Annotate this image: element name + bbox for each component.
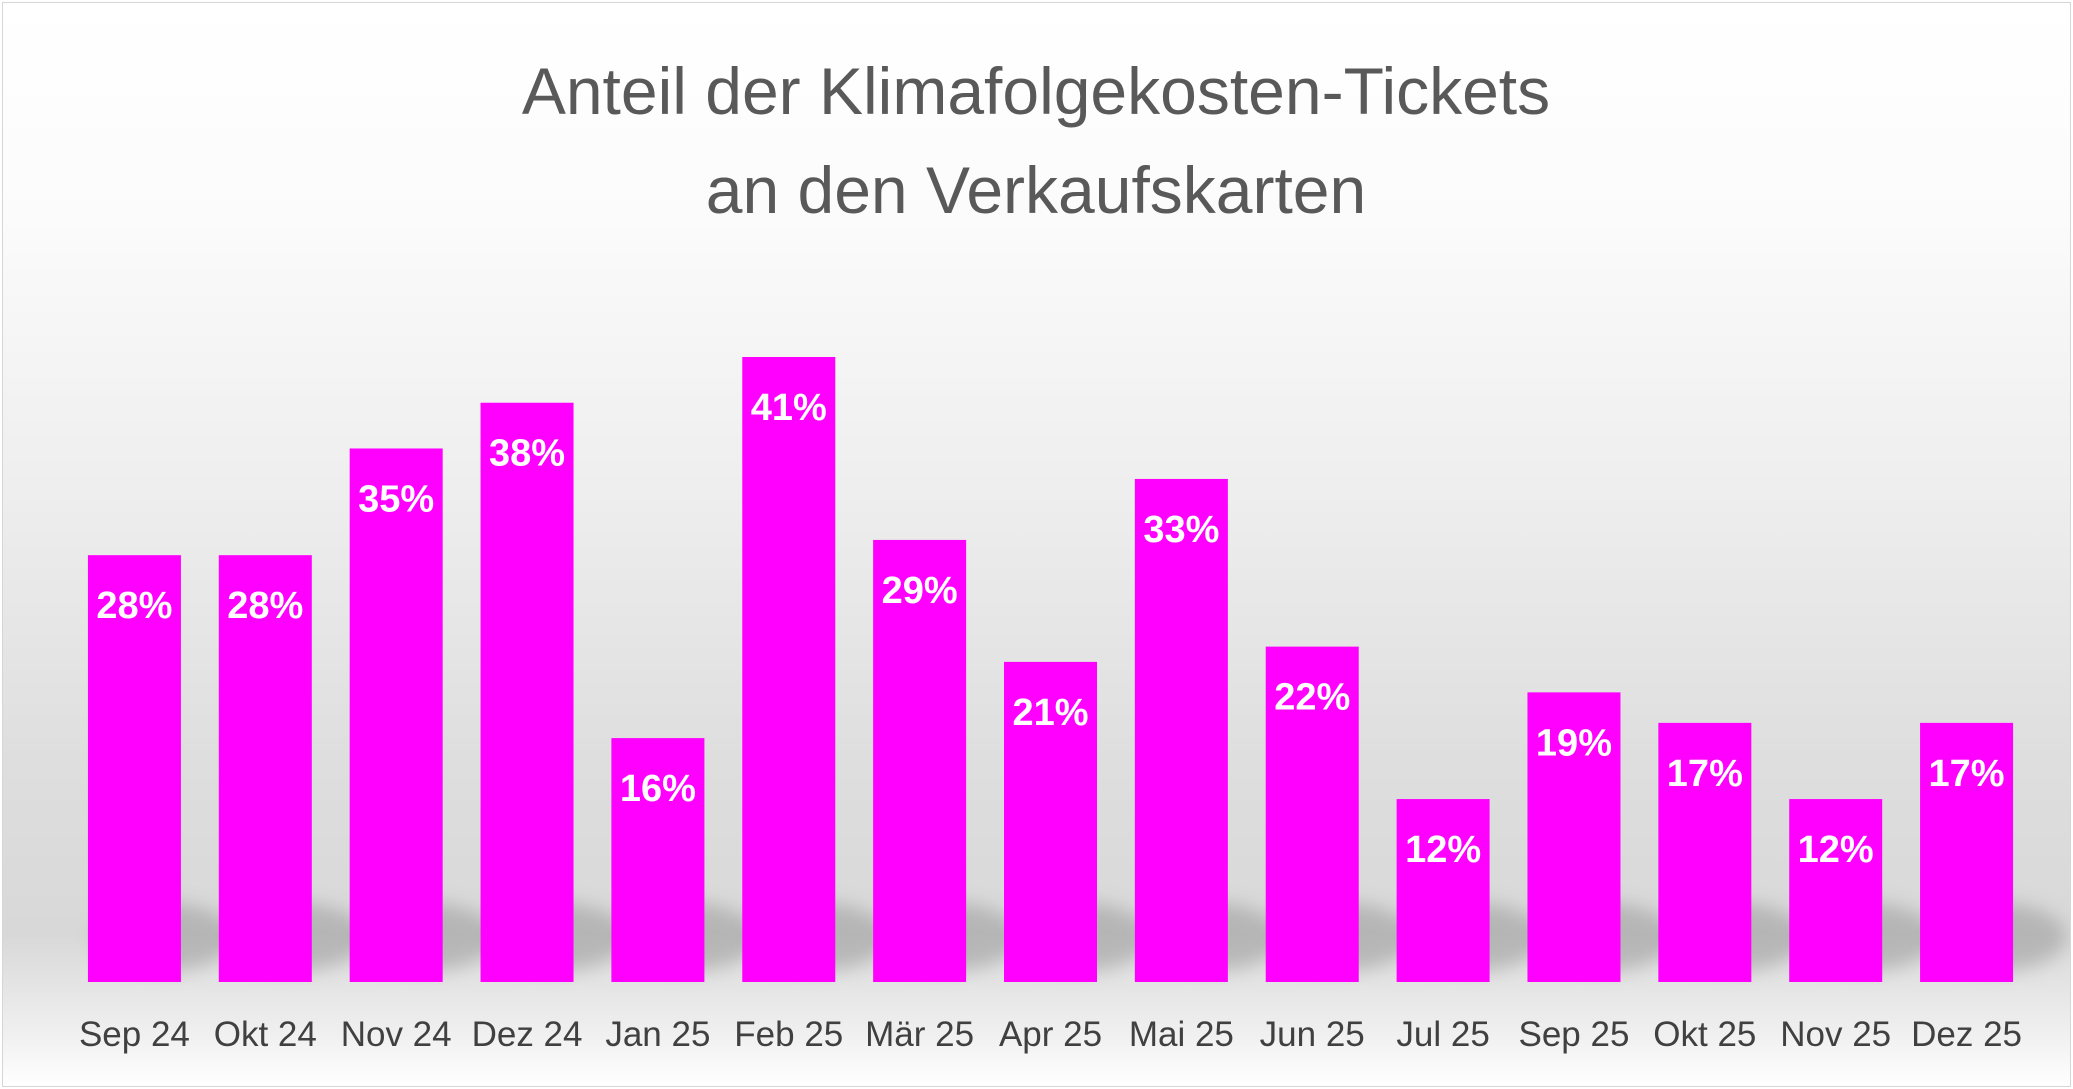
data-label: 17% (1667, 753, 1743, 795)
x-tick-label: Dez 25 (1911, 1015, 2022, 1054)
bar (480, 402, 574, 983)
data-label: 12% (1405, 829, 1481, 871)
bar (87, 555, 181, 982)
x-tick-label: Jan 25 (605, 1015, 710, 1054)
bar (1658, 722, 1752, 982)
data-label: 28% (96, 585, 172, 627)
data-label: 33% (1143, 509, 1219, 551)
bar (873, 539, 967, 982)
bar (1789, 799, 1883, 982)
data-label: 12% (1798, 829, 1874, 871)
bar (218, 555, 312, 982)
bar (1396, 799, 1490, 982)
bar (1527, 692, 1621, 982)
data-label: 41% (751, 387, 827, 429)
bar (1004, 661, 1097, 982)
data-label: 17% (1929, 753, 2005, 795)
x-tick-label: Sep 25 (1518, 1015, 1629, 1054)
bar (349, 448, 443, 983)
data-label: 21% (1012, 692, 1088, 734)
data-label: 28% (227, 585, 303, 627)
x-tick-label: Feb 25 (734, 1015, 843, 1054)
data-label: 16% (620, 768, 696, 810)
data-label: 29% (882, 570, 958, 612)
x-tick-label: Mär 25 (865, 1015, 974, 1054)
chart-title-line-1: Anteil der Klimafolgekosten-Tickets (522, 54, 1550, 128)
x-tick-label: Jul 25 (1396, 1015, 1489, 1054)
x-tick-label: Jun 25 (1260, 1015, 1365, 1054)
x-tick-label: Dez 24 (472, 1015, 583, 1054)
bar-chart: Anteil der Klimafolgekosten-Tickets an d… (79, 54, 2067, 1054)
x-tick-label: Mai 25 (1129, 1015, 1234, 1054)
chart-title-line-2: an den Verkaufskarten (706, 153, 1366, 227)
data-label: 22% (1274, 677, 1350, 719)
x-tick-label: Nov 24 (341, 1015, 452, 1054)
x-axis-tick-labels: Sep 24 Okt 24 Nov 24 Dez 24 Jan 25 Feb 25 Mär … (79, 1015, 2022, 1054)
x-tick-label: Apr 25 (999, 1015, 1102, 1054)
bar (742, 357, 836, 982)
x-tick-label: Okt 24 (214, 1015, 317, 1054)
bar (1134, 478, 1228, 982)
bar (1265, 646, 1359, 982)
data-label: 19% (1536, 722, 1612, 764)
x-tick-label: Sep 24 (79, 1015, 190, 1054)
x-tick-label: Okt 25 (1653, 1015, 1756, 1054)
bar (611, 738, 705, 982)
data-labels: 28% 28% 35% 38% 16% 41% 29% 21% 33% 22% 12% 19% 17% 1… (96, 387, 2004, 871)
data-label: 35% (358, 478, 434, 520)
x-tick-label: Nov 25 (1780, 1015, 1891, 1054)
data-label: 38% (489, 433, 565, 475)
bars (87, 357, 2014, 983)
bar (1920, 722, 2014, 982)
